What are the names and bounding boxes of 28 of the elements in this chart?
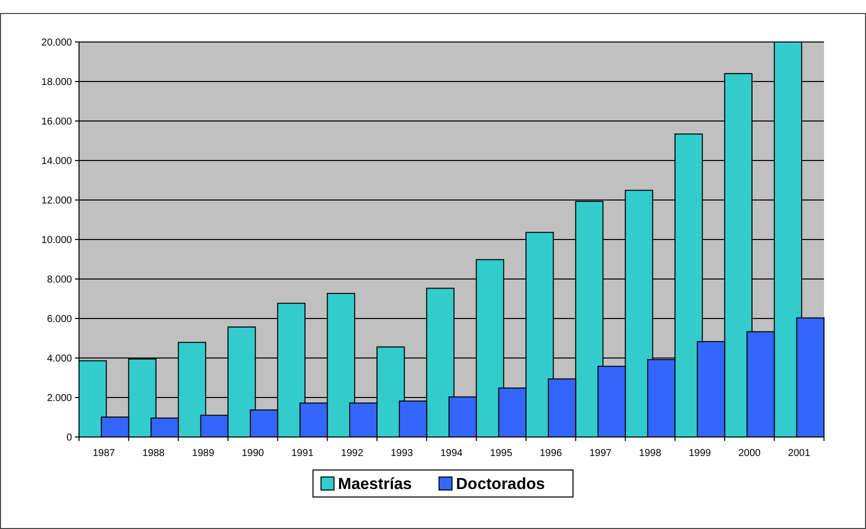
y-tick-label: 16.000 [41,116,72,128]
x-tick-label: 1987 [92,448,116,459]
x-tick-label: 1992 [341,448,364,459]
x-tick-label: 1988 [142,448,166,459]
y-tick-label: 0 [66,432,72,444]
y-tick-label: 12.000 [41,196,72,206]
y-tick-label: 18.000 [41,77,72,88]
y-tick-label: 10.000 [41,235,72,246]
y-tick-label: 8.000 [46,274,72,286]
x-tick-label: 1996 [540,448,562,459]
x-tick-label: 1989 [192,448,215,459]
y-tick-label: 20.000 [41,38,72,48]
x-tick-label: 2000 [738,448,762,459]
x-tick-label: 1993 [390,448,414,459]
x-tick-label: 1995 [490,448,513,459]
y-tick-label: 4.000 [46,354,72,364]
x-tick-label: 1999 [688,448,712,459]
x-tick-label: 1998 [639,448,662,459]
x-tick-label: 2001 [788,448,811,459]
x-tick-label: 1990 [242,448,264,459]
x-tick-label: 1994 [440,448,464,459]
legend-label: Doctorados [456,476,545,493]
y-tick-label: 14.000 [41,156,72,167]
y-tick-label: 2.000 [46,393,72,404]
x-tick-label: 1997 [589,448,612,459]
x-tick-label: 1991 [291,448,314,459]
legend-label: Maestrías [338,476,412,493]
y-tick-label: 6.000 [46,314,72,325]
